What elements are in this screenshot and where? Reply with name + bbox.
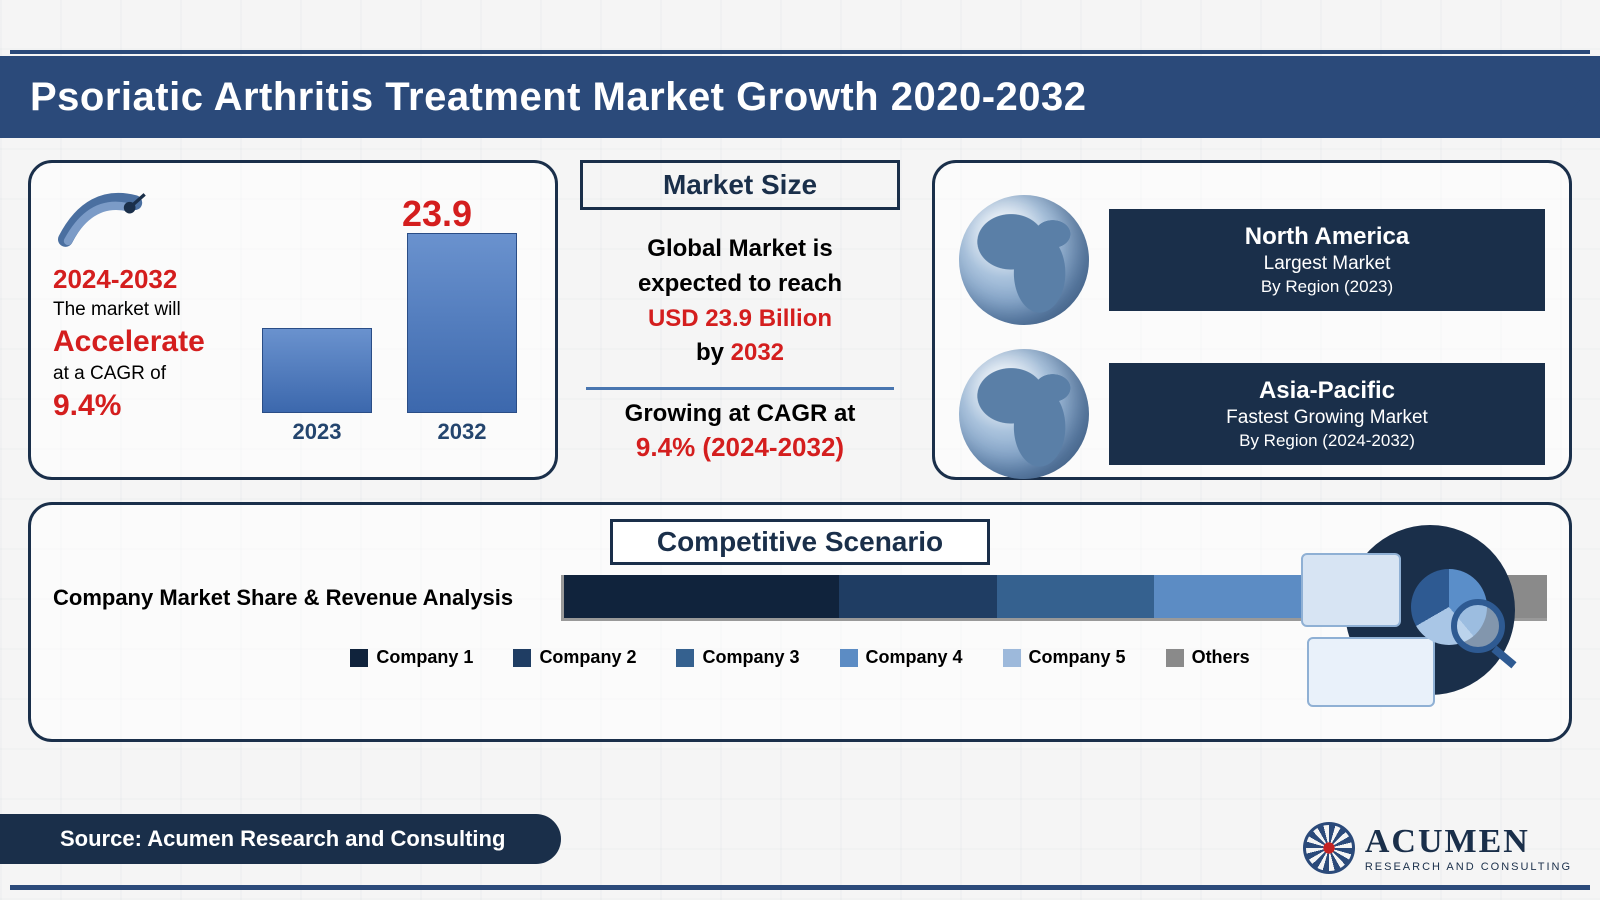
bar-label-2032: 2032 xyxy=(407,419,517,445)
title-bar: Psoriatic Arthritis Treatment Market Gro… xyxy=(0,56,1600,138)
legend-label: Company 5 xyxy=(1029,647,1126,668)
market-size-divider xyxy=(586,387,894,390)
globe-icon xyxy=(959,195,1089,325)
legend-item: Company 2 xyxy=(513,647,636,668)
region-badge-asia-pacific: Asia-Pacific Fastest Growing Market By R… xyxy=(1109,363,1545,465)
legend-swatch-icon xyxy=(676,649,694,667)
legend-swatch-icon xyxy=(513,649,531,667)
stack-segment xyxy=(1154,575,1311,618)
competitive-heading: Competitive Scenario xyxy=(610,519,990,565)
competitive-label: Company Market Share & Revenue Analysis xyxy=(53,585,543,611)
legend-item: Company 3 xyxy=(676,647,799,668)
region-period: By Region (2023) xyxy=(1137,277,1517,297)
bottom-decorative-line xyxy=(10,885,1590,890)
region-tagline: Largest Market xyxy=(1137,253,1517,275)
bar-label-2023: 2023 xyxy=(262,419,372,445)
bar-2023 xyxy=(262,328,372,413)
stack-segment xyxy=(997,575,1154,618)
region-tagline: Fastest Growing Market xyxy=(1137,407,1517,429)
ms-cagr-value: 9.4% (2024-2032) xyxy=(580,432,900,463)
legend-item: Company 4 xyxy=(840,647,963,668)
regions-panel: North America Largest Market By Region (… xyxy=(932,160,1572,480)
market-size-body: Global Market is expected to reach USD 2… xyxy=(580,232,900,371)
growth-bar-chart: 23.9 2023 2032 xyxy=(247,188,527,448)
market-size-heading: Market Size xyxy=(580,160,900,210)
brand-logo: ACUMEN RESEARCH AND CONSULTING xyxy=(1303,822,1572,874)
stack-segment xyxy=(564,575,839,618)
bar-top-value: 23.9 xyxy=(402,193,472,235)
globe-icon xyxy=(959,349,1089,479)
region-name: North America xyxy=(1137,223,1517,251)
legend-label: Company 4 xyxy=(866,647,963,668)
source-attribution: Source: Acumen Research and Consulting xyxy=(0,814,561,864)
ms-by: by xyxy=(696,339,731,366)
legend-swatch-icon xyxy=(350,649,368,667)
legend-label: Company 1 xyxy=(376,647,473,668)
ms-year: 2032 xyxy=(731,339,784,366)
logo-text: ACUMEN RESEARCH AND CONSULTING xyxy=(1365,823,1572,873)
legend-swatch-icon xyxy=(1166,649,1184,667)
stack-segment xyxy=(839,575,996,618)
top-decorative-line xyxy=(10,50,1590,54)
market-size-block: Market Size Global Market is expected to… xyxy=(580,160,900,463)
region-badge-north-america: North America Largest Market By Region (… xyxy=(1109,209,1545,311)
legend-label: Company 2 xyxy=(539,647,636,668)
page-title: Psoriatic Arthritis Treatment Market Gro… xyxy=(30,75,1087,120)
ms-line1: Global Market is xyxy=(580,232,900,267)
analytics-illustration-icon xyxy=(1295,525,1515,715)
region-row-asia-pacific: Asia-Pacific Fastest Growing Market By R… xyxy=(959,349,1545,479)
ms-line2: expected to reach xyxy=(580,267,900,302)
logo-name: ACUMEN xyxy=(1365,823,1572,861)
legend-item: Company 1 xyxy=(350,647,473,668)
accelerate-panel: 2024-2032 The market will Accelerate at … xyxy=(28,160,558,480)
legend-item: Others xyxy=(1166,647,1250,668)
logo-globe-icon xyxy=(1303,822,1355,874)
region-name: Asia-Pacific xyxy=(1137,377,1517,405)
region-period: By Region (2024-2032) xyxy=(1137,431,1517,451)
speedometer-icon xyxy=(53,181,153,251)
ms-cagr-label: Growing at CAGR at xyxy=(580,400,900,428)
ms-value: USD 23.9 Billion xyxy=(580,302,900,337)
legend-swatch-icon xyxy=(840,649,858,667)
legend-label: Company 3 xyxy=(702,647,799,668)
legend-item: Company 5 xyxy=(1003,647,1126,668)
region-row-north-america: North America Largest Market By Region (… xyxy=(959,195,1545,325)
legend-swatch-icon xyxy=(1003,649,1021,667)
bar-2032 xyxy=(407,233,517,413)
logo-subtitle: RESEARCH AND CONSULTING xyxy=(1365,861,1572,873)
competitive-panel: Competitive Scenario Company Market Shar… xyxy=(28,502,1572,742)
ms-by-year: by 2032 xyxy=(580,336,900,371)
legend-label: Others xyxy=(1192,647,1250,668)
